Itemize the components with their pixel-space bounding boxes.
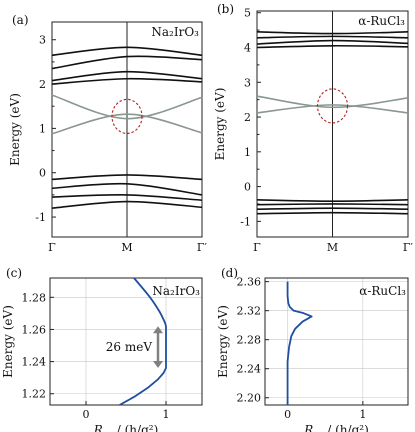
y-tick-label: 2.32 <box>237 305 262 318</box>
band-line <box>256 31 409 35</box>
x-tick-label: M <box>327 241 338 254</box>
y-tick-label: 1.22 <box>22 388 47 401</box>
band-line <box>51 70 203 82</box>
y-tick-label: 2.28 <box>237 334 262 347</box>
y-tick-label: 4 <box>244 42 251 55</box>
panel-a-chart: -1 0 1 2 3 Γ M Γ′ Energy (eV) (a) Na₂IrO₃ <box>8 13 208 254</box>
band-line <box>51 194 203 202</box>
y-axis-label: Energy (eV) <box>213 88 227 161</box>
avoided-crossing-marker <box>316 88 349 124</box>
band-line <box>51 200 203 209</box>
panel-label: (d) <box>221 266 238 280</box>
band-line <box>256 211 409 215</box>
y-tick-label: 2.20 <box>237 392 262 405</box>
y-tick-label: 2 <box>244 111 251 124</box>
panel-c-chart: 1.22 1.24 1.26 1.28 0 1 Energy (eV) Rxy / (h/q²… <box>1 266 203 432</box>
x-axis-label: Rxy / (h/q²) <box>93 423 159 432</box>
band-line <box>51 182 203 196</box>
x-tick-label: 0 <box>284 408 291 421</box>
x-tick-label: Γ′ <box>403 241 414 254</box>
hall-resistance-curve <box>286 281 313 405</box>
y-tick-label: 1.28 <box>22 291 47 304</box>
y-tick-label: 0 <box>39 167 46 180</box>
material-label: Na₂IrO₃ <box>151 25 199 39</box>
y-axis-label: Energy (eV) <box>1 305 15 378</box>
y-tick-label: 3 <box>244 76 251 89</box>
x-tick-label: Γ′ <box>197 241 208 254</box>
y-tick-label: 1.26 <box>22 323 47 336</box>
plot-frame <box>264 277 409 406</box>
material-label: α-RuCl₃ <box>358 14 405 28</box>
gap-annotation: 26 meV <box>106 340 153 354</box>
y-axis-label: Energy (eV) <box>216 305 230 378</box>
y-tick-label: -1 <box>240 215 251 228</box>
topological-band-line <box>51 113 203 135</box>
y-tick-label: -1 <box>35 211 46 224</box>
plot-frame <box>49 277 203 406</box>
band-line <box>256 207 409 210</box>
band-line <box>256 199 409 202</box>
panel-b-chart: -1 0 1 2 3 4 5 Γ M Γ′ Energy (eV) (b) α-RuCl₃ <box>213 2 414 254</box>
y-tick-label: 0 <box>244 181 251 194</box>
y-tick-label: 1.24 <box>22 356 47 369</box>
y-tick-label: 2.24 <box>237 363 262 376</box>
topological-band-line <box>256 95 409 109</box>
gap-arrow <box>153 326 163 369</box>
panel-label: (b) <box>217 2 234 16</box>
panel-label: (c) <box>6 266 22 280</box>
x-tick-label: Γ <box>253 241 261 254</box>
hall-resistance-curve <box>119 277 167 406</box>
y-axis-label: Energy (eV) <box>8 93 22 166</box>
band-line <box>51 46 203 57</box>
topological-band-line <box>256 104 409 114</box>
band-line <box>256 203 409 206</box>
y-tick-label: 1 <box>244 146 251 159</box>
y-tick-label: 2 <box>39 78 46 91</box>
band-line <box>256 39 409 45</box>
x-tick-label: 0 <box>83 408 90 421</box>
band-line <box>51 55 203 70</box>
x-tick-label: 1 <box>163 408 170 421</box>
material-label: α-RuCl₃ <box>359 284 406 298</box>
panel-label: (a) <box>12 13 29 27</box>
band-line <box>51 174 203 181</box>
band-line <box>256 44 409 49</box>
band-line <box>51 77 203 85</box>
y-tick-label: 5 <box>244 7 251 20</box>
topological-band-line <box>51 94 203 120</box>
panel-d-chart: 2.20 2.24 2.28 2.32 2.36 0 1 Energy (eV) Rxy / (… <box>216 266 409 432</box>
y-tick-label: 2.36 <box>237 276 262 289</box>
y-tick-label: 1 <box>39 122 46 135</box>
x-tick-label: M <box>121 241 132 254</box>
band-line <box>256 35 409 39</box>
x-tick-label: Γ <box>48 241 56 254</box>
avoided-crossing-marker <box>111 98 143 134</box>
material-label: Na₂IrO₃ <box>152 284 200 298</box>
x-tick-label: 1 <box>359 408 366 421</box>
y-tick-label: 3 <box>39 34 46 47</box>
x-axis-label: Rxy / (h/q²) <box>303 423 369 432</box>
